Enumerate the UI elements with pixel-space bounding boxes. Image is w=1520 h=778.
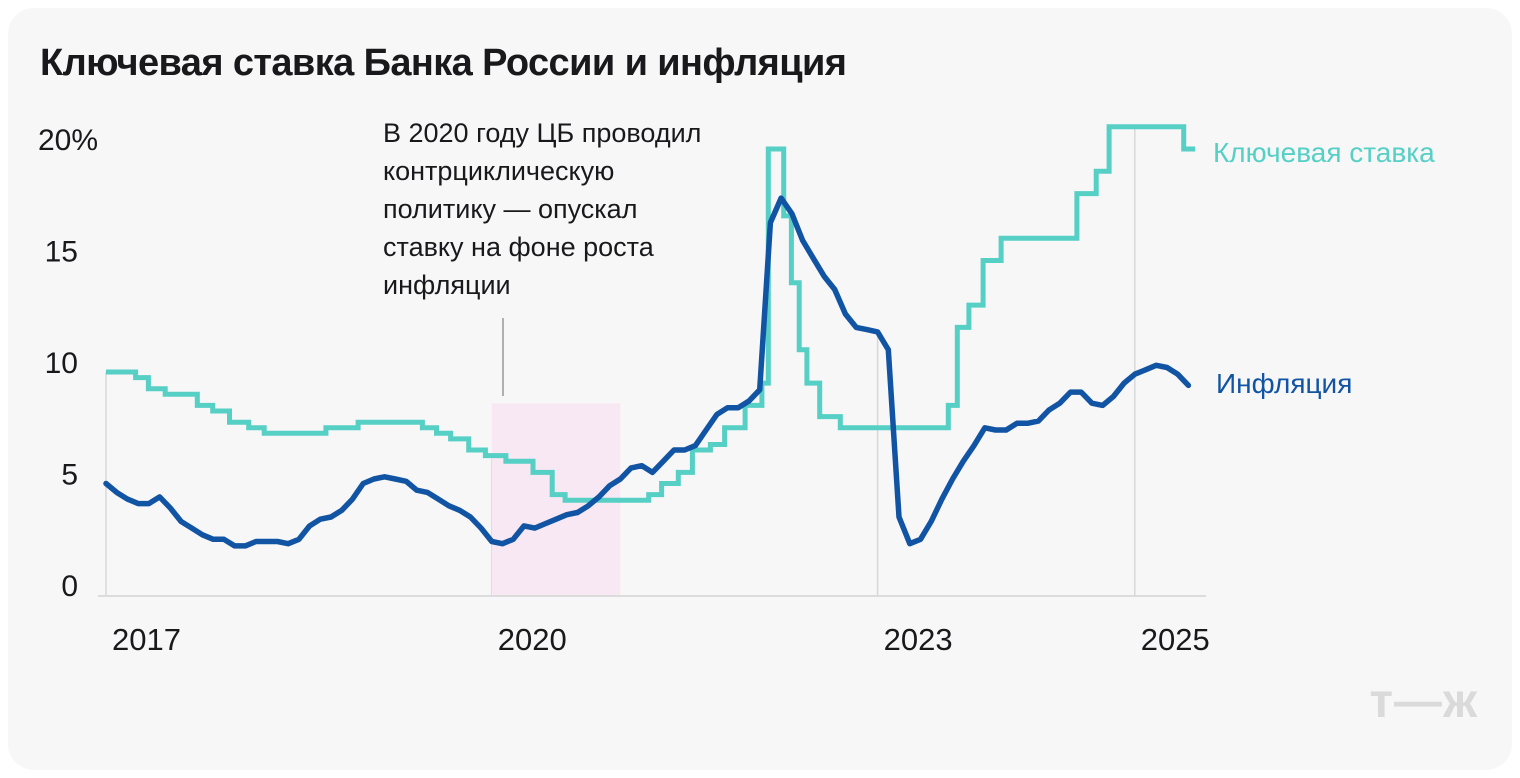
inflation-line xyxy=(103,195,1192,549)
y-axis-label-5: 5 xyxy=(61,459,78,492)
legend-label-key-rate: Ключевая ставка xyxy=(1213,137,1435,168)
x-axis-label-2017: 2017 xyxy=(112,622,181,657)
x-axis-label-2023: 2023 xyxy=(884,622,953,657)
y-axis-label-10: 10 xyxy=(45,347,78,380)
y-axis-label-0: 0 xyxy=(61,570,78,603)
chart-title: Ключевая ставка Банка России и инфляция xyxy=(40,42,847,84)
key-rate-line xyxy=(106,124,1196,503)
y-axis-label-20: 20% xyxy=(38,124,98,157)
x-axis-label-2025: 2025 xyxy=(1141,622,1210,657)
annotation-text: В 2020 году ЦБ проводил контрциклическую… xyxy=(383,118,702,300)
legend-label-inflation: Инфляция xyxy=(1216,368,1353,399)
x-axis-label-2020: 2020 xyxy=(498,622,567,657)
y-axis-label-15: 15 xyxy=(45,236,78,269)
brand-logo: т—ж xyxy=(1369,675,1478,728)
